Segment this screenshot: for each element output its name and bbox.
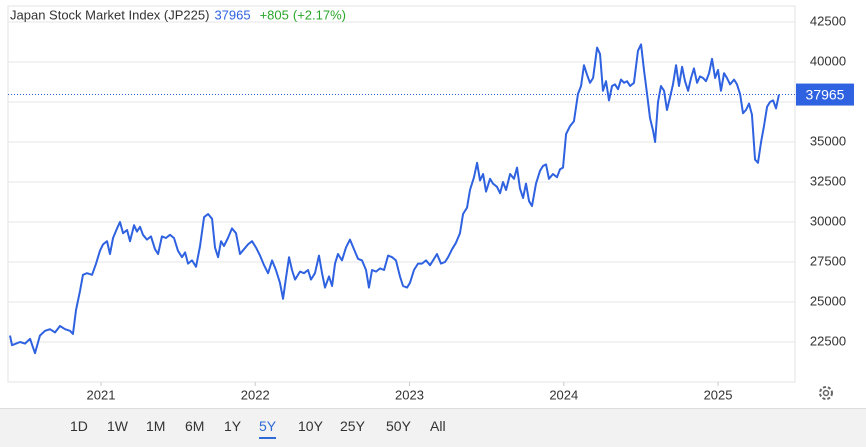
header-change: +805	[260, 7, 289, 22]
range-button[interactable]: 1M	[146, 418, 166, 434]
range-bar: 1D 1W 1M 6M 1Y 5Y 10Y 25Y 50Y All	[0, 408, 866, 447]
range-button[interactable]: 5Y	[259, 418, 277, 439]
plot-frame	[7, 5, 796, 383]
last-value-label: 37965	[806, 86, 845, 102]
range-button[interactable]: 6M	[185, 418, 205, 434]
x-tick-label: 2022	[241, 387, 270, 402]
x-tick-label: 2023	[395, 387, 424, 402]
range-button[interactable]: 25Y	[340, 418, 365, 434]
last-value-tag	[796, 83, 854, 106]
y-tick-label: 32500	[810, 173, 846, 188]
y-tick-label: 25000	[810, 293, 846, 308]
range-button[interactable]: 10Y	[298, 418, 323, 434]
x-tick-label: 2021	[87, 387, 116, 402]
y-tick-label: 30000	[810, 213, 846, 228]
price-line	[9, 43, 780, 355]
y-tick-label: 35000	[810, 133, 846, 148]
range-button[interactable]: 1D	[70, 418, 88, 434]
y-tick-label: 22500	[810, 333, 846, 348]
header-change-pct: (+2.17%)	[293, 7, 346, 22]
header-value: 37965	[214, 7, 250, 22]
chart-title: Japan Stock Market Index (JP225)	[10, 7, 209, 22]
range-button[interactable]: 1W	[107, 418, 128, 434]
x-tick-label: 2025	[704, 387, 733, 402]
settings-icon[interactable]	[819, 386, 833, 400]
range-button[interactable]: All	[430, 418, 446, 434]
y-tick-label: 27500	[810, 253, 846, 268]
y-tick-label: 42500	[810, 13, 846, 28]
range-button[interactable]: 1Y	[224, 418, 242, 434]
range-button[interactable]: 50Y	[386, 418, 411, 434]
y-tick-label: 40000	[810, 53, 846, 68]
x-tick-label: 2024	[549, 387, 578, 402]
chart: Japan Stock Market Index (JP225) 37965 +…	[7, 5, 854, 402]
